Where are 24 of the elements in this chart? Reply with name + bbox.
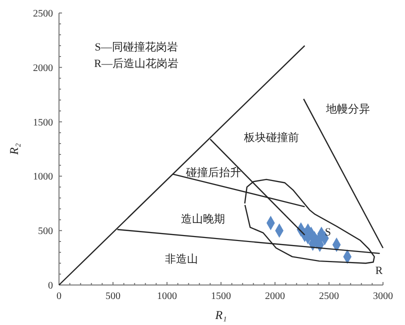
y-tick-label: 1000 (33, 172, 53, 183)
x-tick-label: 2000 (265, 291, 285, 302)
annotation: 板块碰撞前 (242, 131, 299, 144)
y-tick-label: 500 (38, 226, 53, 238)
annotation: 碰撞后抬升 (184, 166, 241, 179)
x-tick-label: 1500 (211, 291, 231, 302)
y-tick-label: 2000 (33, 62, 53, 74)
annotation: 地幔分异 (325, 102, 370, 116)
annotation: S (324, 226, 331, 239)
x-tick-label: 3000 (373, 291, 393, 302)
annotation: R—后造山花岗岩 (94, 57, 178, 70)
x-tick-label: 1000 (157, 291, 177, 302)
annotation: S—同碰撞花岗岩 (94, 40, 178, 54)
x-axis-title: R₁ (214, 308, 227, 322)
x-tick-label: 0 (56, 291, 62, 302)
y-tick-label: 2500 (33, 8, 53, 20)
x-tick-label: 2500 (319, 291, 339, 302)
y-tick-label: 0 (48, 280, 53, 292)
annotation: R (375, 264, 384, 277)
y-axis-title: R₂ (7, 143, 21, 156)
x-tick-label: 500 (106, 291, 120, 302)
annotation: 非造山 (164, 252, 198, 266)
y-tick-label: 1500 (33, 117, 53, 128)
annotation: 造山晚期 (180, 212, 225, 226)
